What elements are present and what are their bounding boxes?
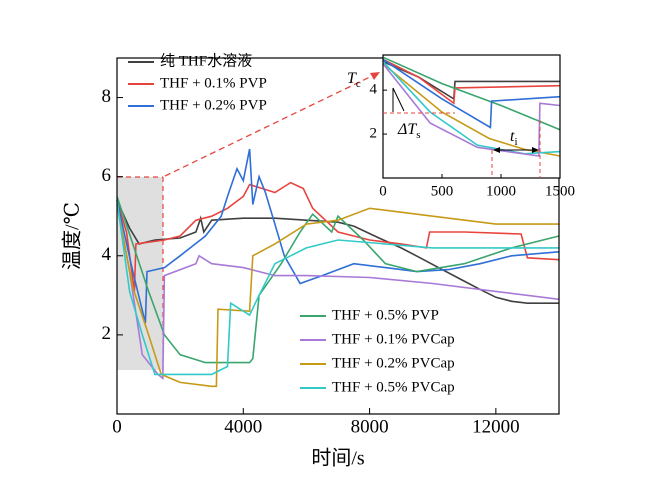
x-tick-label: 1500 (545, 183, 575, 199)
x-tick-label: 0 (112, 416, 122, 437)
y-tick-label: 2 (102, 323, 112, 344)
x-tick-label: 1000 (486, 183, 516, 199)
arrow-head (370, 72, 380, 80)
annotation-text: ΔT (397, 121, 417, 138)
zoom-arrow (164, 74, 375, 177)
legend-label: THF + 0.2% PVCap (332, 355, 455, 371)
series-line (116, 200, 559, 376)
series-line (382, 58, 561, 105)
annotation: ti (510, 128, 518, 148)
legend-label: THF + 0.1% PVP (160, 75, 267, 91)
plot-frame (116, 57, 560, 415)
series-line (116, 204, 559, 388)
x-tick-label: 0 (379, 183, 387, 199)
series-line (116, 181, 560, 292)
y-tick-label: 8 (102, 86, 112, 107)
legend-label: THF + 0.1% PVCap (332, 331, 455, 347)
x-tick-label: 4000 (224, 416, 262, 437)
annotation-text: t (510, 128, 515, 145)
series-line (382, 61, 561, 155)
legend-label: 纯 THF水溶液 (160, 52, 252, 69)
y-tick-label: 4 (102, 244, 112, 265)
series-line (382, 56, 561, 131)
annotation-sub: s (416, 129, 420, 141)
legend-label: THF + 0.5% PVCap (332, 379, 455, 395)
y-tick-label: 4 (370, 82, 378, 98)
plot-frame (382, 54, 561, 179)
series-line (382, 63, 561, 157)
annotation: Tc (347, 70, 361, 90)
series-line (116, 196, 560, 364)
series-line (116, 204, 560, 381)
legend-label: THF + 0.5% PVP (332, 307, 439, 323)
y-axis-label: 温度/℃ (61, 202, 84, 270)
x-axis-label: 时间/s (311, 447, 365, 470)
y-tick-label: 6 (102, 165, 112, 186)
series-line (116, 200, 559, 304)
annotation: ΔTs (397, 121, 421, 141)
main-plot: 0 4000 8000 12000 2 4 6 8 时间/s 温度/℃ 纯 THF水溶液 THF + … (61, 52, 560, 470)
x-tick-label: 8000 (351, 416, 389, 437)
arrow-head (532, 147, 539, 153)
x-tick-label: 500 (431, 183, 454, 199)
annotation-sub: c (356, 78, 361, 90)
arrow-head (493, 147, 500, 153)
legend-label: THF + 0.2% PVP (160, 97, 267, 113)
series-line (382, 63, 561, 157)
annotation-sub: i (514, 136, 517, 148)
ts-arrow (392, 87, 405, 112)
x-tick-label: 12000 (472, 416, 520, 437)
annotation-text: T (347, 70, 357, 87)
y-tick-label: 2 (370, 126, 378, 142)
series-line (382, 58, 561, 129)
